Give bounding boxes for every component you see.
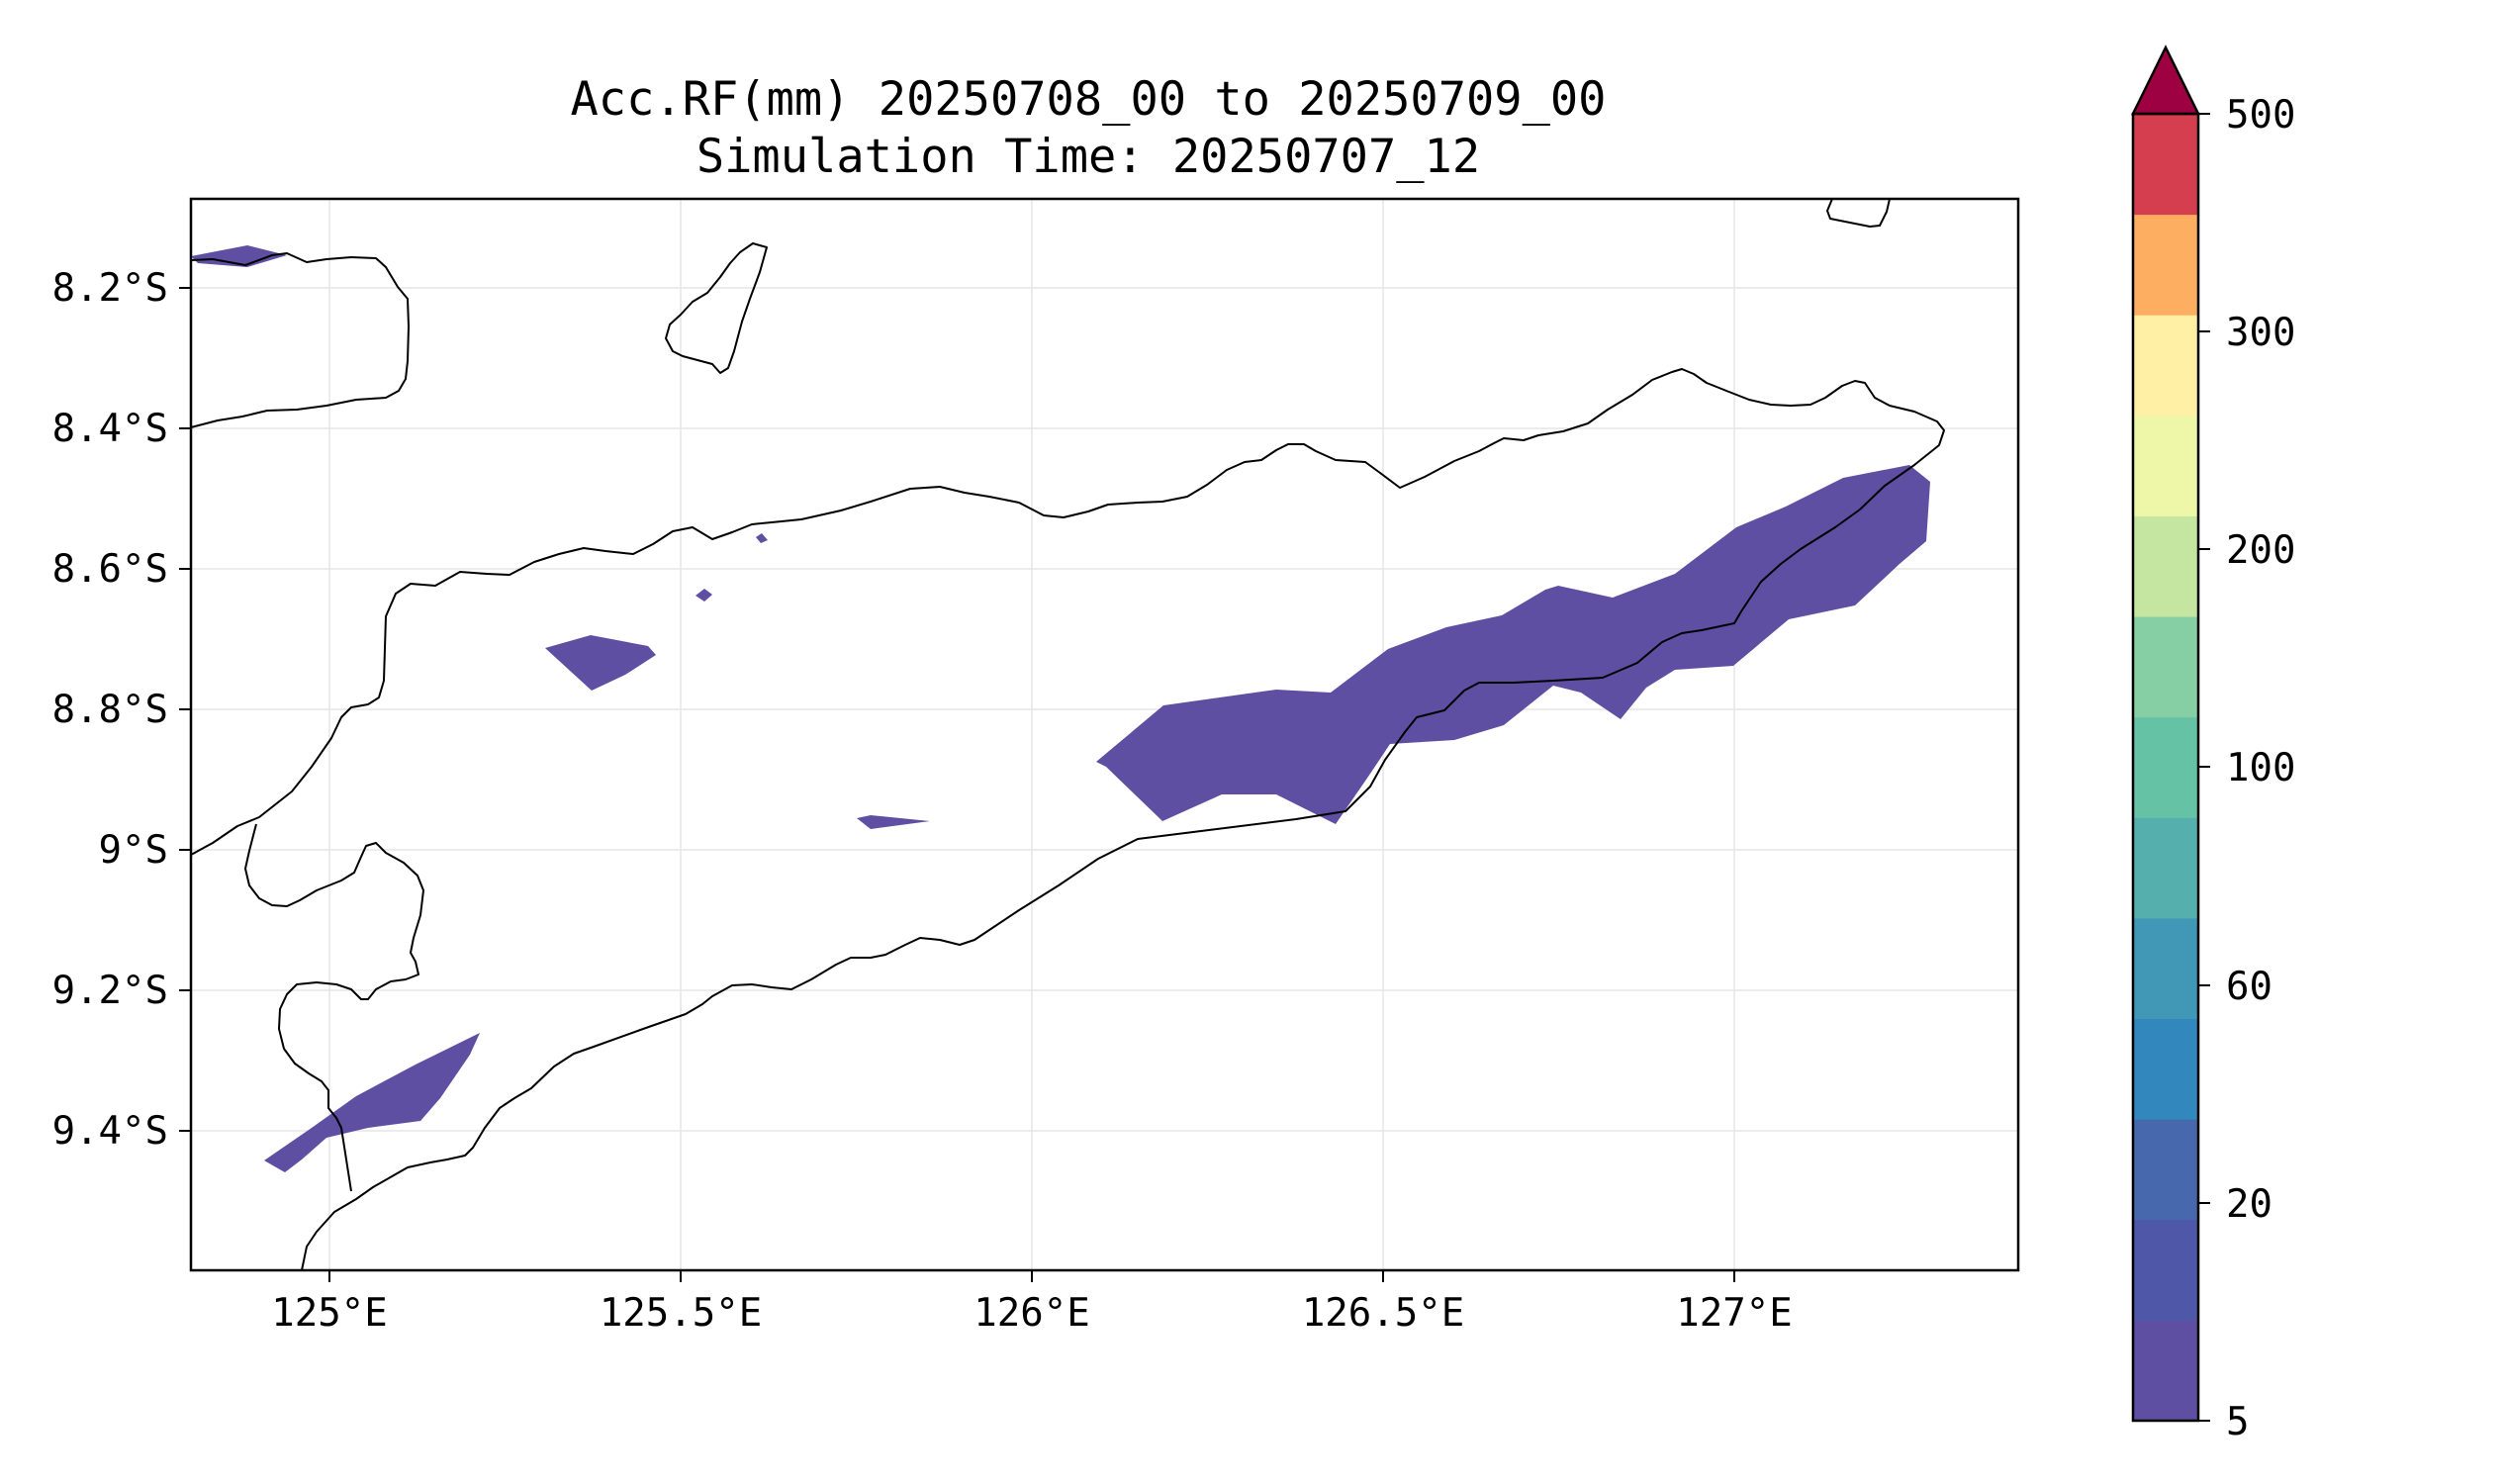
lat-tick-label: 8.4°S (52, 407, 168, 451)
rain-area-southwest (264, 1033, 480, 1172)
lon-tick-label: 125°E (271, 1291, 387, 1336)
lon-tick-label: 126.5°E (1302, 1291, 1464, 1336)
colorbar-band (2133, 716, 2198, 818)
rain-area-north-coast (545, 635, 656, 691)
lon-tick-label: 125.5°E (600, 1291, 762, 1336)
rain-area-islet-2 (756, 533, 768, 543)
rain-area-northwest (191, 245, 287, 267)
colorbar-tick-label: 500 (2226, 93, 2295, 138)
colorbar-tick-label: 5 (2226, 1400, 2249, 1444)
coastline-southwest-enclave (244, 823, 424, 1192)
map-panel: 125°E 125.5°E 126°E 126.5°E 127°E 8.2°S … (52, 197, 2020, 1336)
colorbar-tick-label: 200 (2226, 528, 2295, 573)
colorbar-tick-label: 20 (2226, 1182, 2272, 1227)
colorbar-extend-triangle (2130, 45, 2201, 116)
colorbar-band (2133, 1320, 2198, 1422)
rain-area-central (857, 815, 930, 829)
colorbar-band (2133, 1018, 2198, 1120)
colorbar-tick-label: 100 (2226, 746, 2295, 790)
lon-tick-label: 126°E (974, 1291, 1089, 1336)
lat-tick-label: 9.2°S (52, 969, 168, 1013)
colorbar-tick-label: 300 (2226, 311, 2295, 355)
coastline-northeast-island (1826, 198, 1891, 228)
colorbar-band (2133, 515, 2198, 617)
colorbar-band (2133, 114, 2198, 216)
colorbar-band (2133, 214, 2198, 316)
lat-tick-label: 9.4°S (52, 1109, 168, 1154)
lat-tick-label: 8.2°S (52, 266, 168, 311)
colorbar: 500 300 200 100 60 20 5 (2130, 45, 2295, 1444)
map-frame (189, 197, 2020, 1272)
rainfall-shading (191, 245, 1930, 1172)
lat-tick-label: 8.8°S (52, 688, 168, 732)
colorbar-bands (2133, 114, 2198, 1422)
map-tick-marks (179, 287, 1735, 1282)
colorbar-tick-marks (2198, 113, 2210, 1422)
colorbar-band (2133, 917, 2198, 1020)
figure-subtitle: Simulation Time: 20250707_12 (696, 130, 1480, 184)
coastline-atauro-island (665, 242, 768, 374)
colorbar-band (2133, 817, 2198, 919)
colorbar-band (2133, 415, 2198, 516)
coastline-northwest-island (190, 252, 410, 428)
colorbar-band (2133, 616, 2198, 718)
rain-area-east-timor (1096, 465, 1930, 824)
colorbar-band (2133, 315, 2198, 417)
rain-area-small-islet (696, 589, 712, 602)
map-gridlines (191, 199, 2018, 1270)
lat-tick-label: 9°S (99, 828, 168, 873)
lon-tick-label: 127°E (1676, 1291, 1792, 1336)
lat-tick-label: 8.6°S (52, 547, 168, 592)
figure-title: Acc.RF(mm) 20250708_00 to 20250709_00 (571, 72, 1607, 127)
coastline-timor (190, 368, 1945, 1271)
colorbar-band (2133, 1119, 2198, 1221)
colorbar-tick-label: 60 (2226, 965, 2272, 1009)
coastlines (190, 198, 1945, 1271)
colorbar-band (2133, 1219, 2198, 1321)
